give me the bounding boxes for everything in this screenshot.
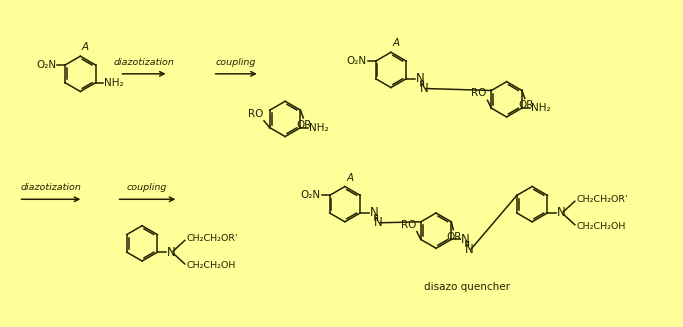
Text: O₂N: O₂N xyxy=(36,60,56,70)
Text: N: N xyxy=(557,206,566,219)
Text: CH₂CH₂OR': CH₂CH₂OR' xyxy=(576,195,628,204)
Text: OR: OR xyxy=(296,120,312,130)
Text: O₂N: O₂N xyxy=(347,56,367,66)
Text: NH₂: NH₂ xyxy=(104,77,124,88)
Text: CH₂CH₂OR': CH₂CH₂OR' xyxy=(186,234,238,243)
Text: coupling: coupling xyxy=(216,58,256,67)
Text: NH₂: NH₂ xyxy=(309,123,329,133)
Text: coupling: coupling xyxy=(127,183,167,192)
Text: N: N xyxy=(374,216,382,229)
Text: CH₂CH₂OH: CH₂CH₂OH xyxy=(576,222,626,231)
Text: A: A xyxy=(392,38,400,48)
Text: NH₂: NH₂ xyxy=(531,103,550,113)
Text: N: N xyxy=(461,233,470,246)
Text: diazotization: diazotization xyxy=(20,183,81,192)
Text: RO: RO xyxy=(471,88,486,98)
Text: OR: OR xyxy=(447,232,462,242)
Text: CH₂CH₂OH: CH₂CH₂OH xyxy=(186,261,236,270)
Text: N: N xyxy=(167,246,176,259)
Text: diazotization: diazotization xyxy=(113,58,174,67)
Text: N: N xyxy=(416,72,425,85)
Text: N: N xyxy=(420,82,429,95)
Text: RO: RO xyxy=(248,109,263,119)
Text: O₂N: O₂N xyxy=(301,190,321,200)
Text: A: A xyxy=(346,173,353,182)
Text: A: A xyxy=(82,42,89,52)
Text: N: N xyxy=(465,243,474,256)
Text: N: N xyxy=(370,206,379,219)
Text: OR: OR xyxy=(518,100,533,110)
Text: RO: RO xyxy=(400,220,416,230)
Text: disazo quencher: disazo quencher xyxy=(424,283,510,292)
